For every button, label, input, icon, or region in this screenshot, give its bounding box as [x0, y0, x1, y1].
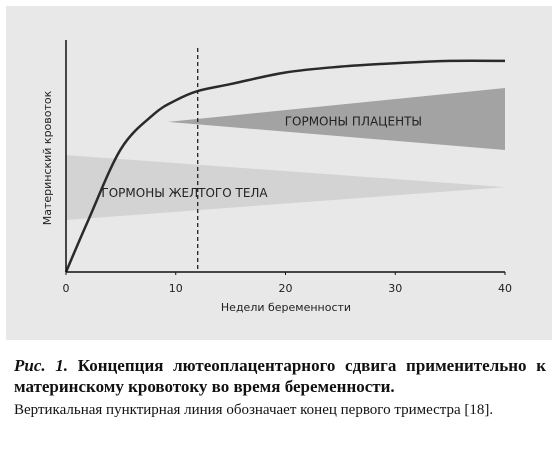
caption-label: Рис. 1. [14, 356, 69, 375]
x-tick-label: 40 [498, 282, 512, 295]
y-axis-label: Материнский кровоток [41, 90, 54, 225]
chart: Недели беременности Материнский кровоток… [6, 6, 552, 340]
x-tick-label: 10 [169, 282, 183, 295]
wedge-label: ГОРМОНЫ ЖЕЛТОГО ТЕЛА [101, 186, 268, 200]
x-tick-label: 0 [63, 282, 70, 295]
hormone-wedge [168, 88, 505, 150]
wedge-label: ГОРМОНЫ ПЛАЦЕНТЫ [285, 114, 422, 128]
flow-curve [64, 59, 506, 273]
x-tick-label: 20 [279, 282, 293, 295]
x-axis-label: Недели беременности [221, 301, 351, 314]
caption: Рис. 1. Концепция лютеоплацентарного сдв… [14, 355, 546, 421]
x-tick-label: 30 [388, 282, 402, 295]
hormone-wedge [66, 155, 505, 221]
caption-title: Рис. 1. Концепция лютеоплацентарного сдв… [14, 355, 546, 397]
caption-note: Вертикальная пунктирная линия обозначает… [14, 402, 494, 418]
caption-text: Концепция лютеоплацентарного сдвига прим… [14, 356, 546, 396]
